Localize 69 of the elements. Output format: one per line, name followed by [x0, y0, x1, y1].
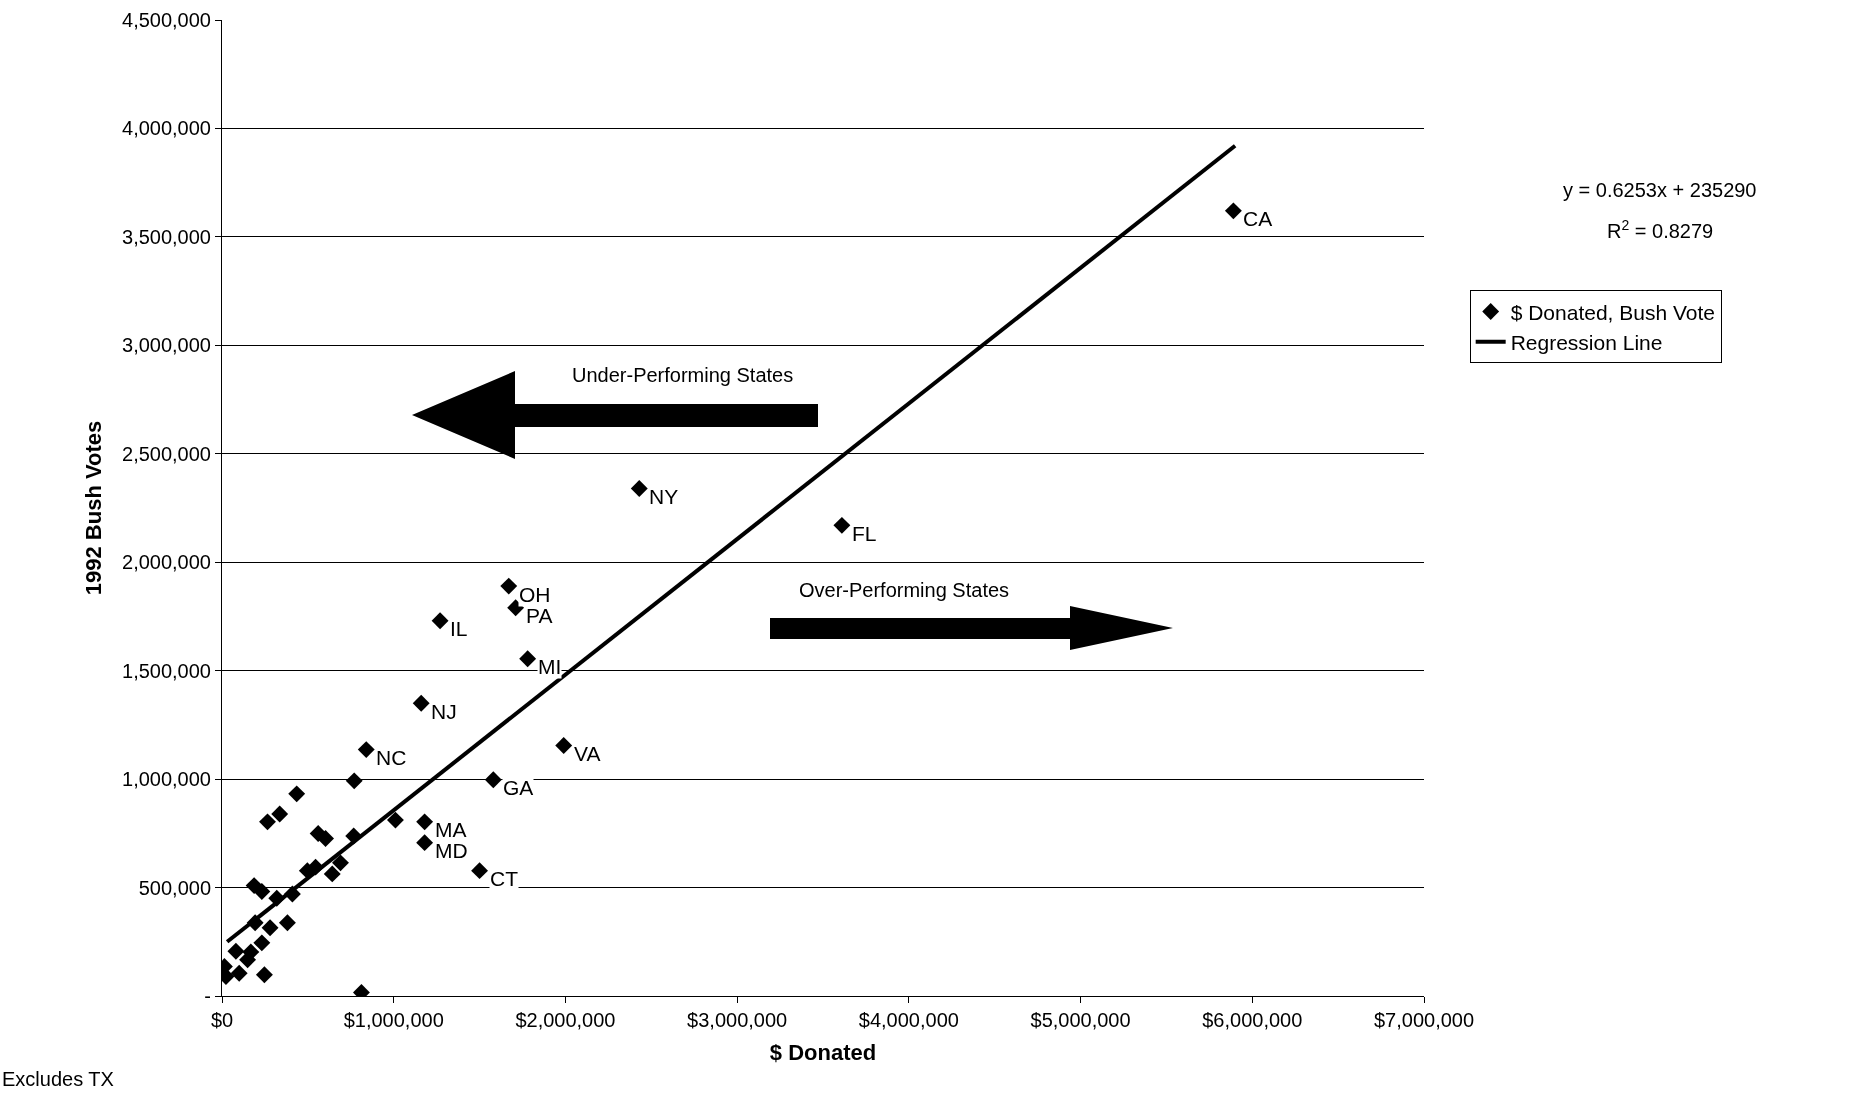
y-tick-label: 1,000,000 — [122, 768, 211, 791]
annotation: NY — [649, 485, 679, 508]
annotation: GA — [503, 776, 534, 799]
x-tick-label: $4,000,000 — [858, 1009, 959, 1031]
point — [630, 480, 648, 497]
y-tick-label: 500,000 — [138, 876, 211, 899]
point — [271, 805, 289, 823]
annotation: NJ — [431, 700, 457, 723]
y-tick-label: 1,500,000 — [122, 659, 211, 682]
text: y = 0.6253x + 235290 — [1563, 179, 1757, 201]
x-tick-label: $6,000,000 — [1202, 1009, 1303, 1031]
point — [253, 883, 271, 900]
point — [500, 577, 518, 595]
annotation: MD — [435, 839, 468, 862]
x-tick-label: $7,000,000 — [1373, 1009, 1475, 1031]
annotation: MA — [435, 818, 467, 841]
point — [323, 865, 341, 883]
point — [253, 934, 271, 952]
point — [519, 650, 537, 668]
x-tick-label: $2,000,000 — [515, 1009, 616, 1031]
legend-label: Regression Line — [1510, 330, 1663, 354]
annotation: CA — [1243, 207, 1273, 230]
annotation: NC — [376, 746, 407, 769]
point — [1224, 202, 1242, 220]
x-tick-label: $5,000,000 — [1030, 1009, 1131, 1031]
text: Excludes TX — [2, 1068, 114, 1090]
y-tick-label: 4,000,000 — [122, 117, 211, 140]
point — [259, 813, 276, 831]
point — [261, 919, 279, 937]
legend-label: $ Donated, Bush Vote — [1510, 300, 1715, 324]
point — [416, 813, 434, 831]
point — [332, 854, 349, 872]
y-tick-label: 3,500,000 — [122, 225, 211, 248]
y-tick-label: 2,500,000 — [122, 442, 211, 465]
point — [412, 694, 430, 712]
y-tick-label: 2,000,000 — [122, 551, 211, 574]
point — [386, 811, 404, 829]
point — [317, 830, 334, 847]
point — [345, 772, 363, 790]
annotation: VA — [574, 742, 601, 765]
point — [227, 942, 245, 960]
point — [484, 771, 502, 789]
x-axis-title: $ Donated — [769, 1039, 877, 1065]
point — [230, 964, 248, 982]
x-tick-label: $3,000,000 — [687, 1009, 788, 1031]
text: R$^{2}$ = 0.8279 — [1607, 217, 1714, 243]
annotation: OH — [519, 583, 551, 606]
annotation: Over-Performing States — [799, 579, 1010, 601]
point — [416, 834, 434, 852]
y-tick-label: - — [204, 985, 211, 1007]
point — [288, 785, 306, 803]
annotation: CT — [490, 867, 519, 890]
annotation: IL — [450, 617, 468, 640]
x-tick-label: $0 — [210, 1009, 234, 1031]
y-axis-title: 1992 Bush Votes — [80, 420, 106, 596]
y-tick-label: 4,500,000 — [122, 9, 211, 31]
point — [357, 741, 375, 759]
point — [431, 612, 449, 630]
point — [471, 862, 489, 880]
annotation: Under-Performing States — [572, 364, 794, 386]
x-tick-label: $1,000,000 — [343, 1009, 444, 1031]
annotation: PA — [526, 604, 553, 627]
point — [255, 966, 273, 984]
annotation: FL — [852, 522, 877, 545]
point — [833, 516, 851, 534]
y-tick-label: 3,000,000 — [122, 334, 211, 357]
point — [278, 914, 296, 932]
point — [555, 737, 573, 754]
annotation: MI — [538, 655, 562, 678]
